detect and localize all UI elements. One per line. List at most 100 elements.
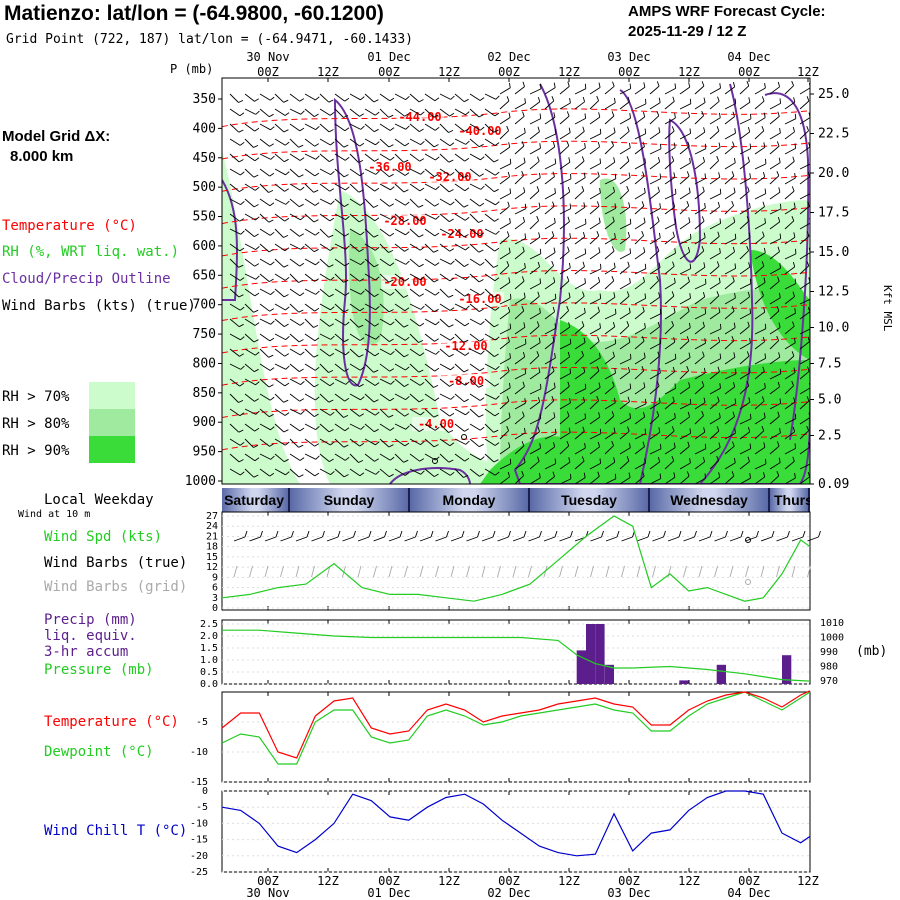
- wind-barb: [409, 318, 425, 327]
- barb-feather: [360, 96, 365, 101]
- barb-feather: [612, 351, 615, 357]
- surface-wind-barb: [652, 536, 664, 542]
- wind-barb: [259, 213, 274, 223]
- wind-barb: [619, 396, 630, 410]
- barb-feather: [374, 217, 380, 222]
- barb-feather: [298, 474, 304, 478]
- wind-barb: [589, 441, 601, 455]
- wind-barb: [365, 483, 366, 484]
- contour-label-bg: [396, 110, 444, 124]
- wind-barb: [664, 413, 676, 425]
- wind-barb: [469, 183, 485, 190]
- barb-feather: [420, 111, 425, 116]
- barb-shaft: [334, 438, 345, 448]
- barb-shaft: [394, 423, 406, 430]
- surface-wind-barb: [807, 536, 819, 542]
- barb-feather: [268, 413, 274, 418]
- barb-shaft: [709, 295, 720, 305]
- barb-shaft: [634, 103, 647, 110]
- barb-feather: [611, 140, 615, 146]
- wind-barb: [619, 96, 630, 110]
- wind-barb: [769, 471, 780, 484]
- barb-shaft: [394, 393, 406, 400]
- barb-shaft: [394, 303, 406, 312]
- barb-shaft: [469, 183, 481, 190]
- wind-barb: [679, 141, 690, 155]
- wind-barb: [289, 213, 305, 221]
- barb-shaft: [364, 123, 375, 133]
- wind-barb: [244, 153, 260, 162]
- wind-barb: [529, 443, 541, 455]
- barb-shaft: [454, 378, 466, 386]
- barb-feather: [419, 158, 425, 162]
- barb-feather: [433, 308, 439, 313]
- barb-feather: [478, 143, 484, 148]
- barb-feather: [777, 111, 780, 117]
- wind-barb: [454, 333, 469, 343]
- barb-shaft: [544, 265, 554, 275]
- barb-feather: [717, 396, 720, 402]
- barb-feather: [404, 383, 409, 387]
- wind-barb: [259, 318, 275, 325]
- wind-barb: [424, 243, 439, 253]
- wind-barb: [724, 293, 736, 305]
- wind-barb: [724, 246, 736, 260]
- barb-feather: [329, 247, 335, 251]
- wind-barb: [379, 153, 395, 161]
- wind-barb: [619, 383, 632, 395]
- wind-barb: [304, 333, 320, 342]
- barb-shaft: [544, 222, 556, 230]
- surface-wind-barb-feather: [818, 530, 821, 538]
- wind-barb: [319, 183, 335, 192]
- barb-shaft: [364, 318, 375, 327]
- barb-feather: [628, 142, 631, 148]
- temp-panel-frame: [221, 691, 811, 783]
- wind-barb: [649, 368, 661, 380]
- barb-shaft: [694, 85, 705, 95]
- barb-shaft: [244, 378, 256, 386]
- barb-shaft: [454, 213, 466, 221]
- wind-barb: [754, 353, 767, 365]
- barb-shaft: [664, 88, 676, 95]
- wind-barb: [619, 248, 632, 260]
- barb-feather: [582, 231, 586, 238]
- barb-feather: [450, 201, 455, 206]
- barb-feather: [537, 426, 540, 432]
- barb-shaft: [694, 207, 706, 215]
- barb-feather: [718, 142, 721, 148]
- barb-shaft: [499, 417, 511, 425]
- wind-barb: [799, 261, 810, 275]
- barb-shaft: [754, 358, 766, 365]
- wind-barb: [274, 453, 289, 463]
- wind-barb: [484, 408, 500, 417]
- barb-feather: [314, 472, 320, 477]
- barb-feather: [254, 398, 259, 402]
- barb-feather: [253, 339, 259, 343]
- wind-barb: [559, 203, 572, 215]
- barb-feather: [599, 293, 602, 299]
- barb-shaft: [634, 403, 647, 410]
- barb-feather: [778, 157, 781, 163]
- barb-shaft: [754, 446, 766, 455]
- barb-feather: [270, 155, 275, 160]
- bottom-date-label: 02 Dec: [487, 886, 530, 900]
- wind-barb: [754, 201, 765, 215]
- barb-shaft: [244, 393, 255, 402]
- barb-shaft: [274, 348, 285, 357]
- barb-feather: [672, 366, 676, 372]
- barb-feather: [373, 128, 379, 133]
- barb-shaft: [514, 297, 526, 305]
- barb-feather: [330, 141, 335, 146]
- wind-barb: [724, 471, 735, 484]
- kft-tick-label: 2.5: [818, 429, 841, 444]
- barb-shaft: [229, 333, 241, 341]
- precip-bar: [595, 624, 605, 684]
- barb-shaft: [319, 183, 330, 192]
- barb-shaft: [289, 393, 300, 402]
- barb-shaft: [604, 132, 616, 140]
- wind-barb: [499, 293, 512, 305]
- barb-feather: [597, 441, 601, 447]
- surface-wind-barb: [559, 536, 571, 542]
- barb-shaft: [664, 282, 676, 290]
- barb-shaft: [364, 333, 376, 340]
